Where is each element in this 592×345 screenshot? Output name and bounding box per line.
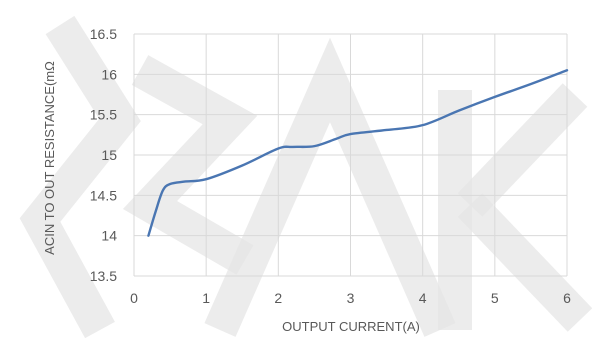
x-axis-title: OUTPUT CURRENT(A): [282, 319, 420, 334]
x-tick-label-6: 6: [563, 290, 571, 306]
y-tick-label-15: 15: [101, 147, 117, 163]
y-tick-label-15-5: 15.5: [90, 107, 117, 123]
tick-labels: 0 1 2 3 4 5 6 13.5 14 14.5 15 15.5 16 16.5: [90, 26, 571, 306]
series-layer: [147, 69, 569, 237]
y-tick-label-14: 14: [101, 228, 117, 244]
grid: [133, 33, 568, 277]
y-axis-title: ACIN TO OUT RESISTANCE(mΩ: [42, 61, 57, 255]
x-tick-label-2: 2: [274, 290, 282, 306]
watermark-stroke-3: [204, 37, 456, 337]
y-tick-label-16: 16: [101, 66, 117, 82]
watermark: [19, 15, 592, 339]
x-tick-label-4: 4: [419, 290, 427, 306]
watermark-stroke-6: [457, 193, 592, 332]
x-tick-label-0: 0: [130, 290, 138, 306]
y-tick-label-16-5: 16.5: [90, 26, 117, 42]
resistance-series-line-1: [147, 69, 569, 237]
watermark-stroke-5: [457, 83, 588, 217]
x-tick-label-5: 5: [491, 290, 499, 306]
watermark-stroke-1: [19, 15, 141, 339]
x-tick-label-3: 3: [347, 290, 355, 306]
y-tick-label-13-5: 13.5: [90, 268, 117, 284]
x-tick-label-1: 1: [202, 290, 210, 306]
watermark-stroke-2: [122, 55, 258, 275]
y-tick-label-14-5: 14.5: [90, 187, 117, 203]
